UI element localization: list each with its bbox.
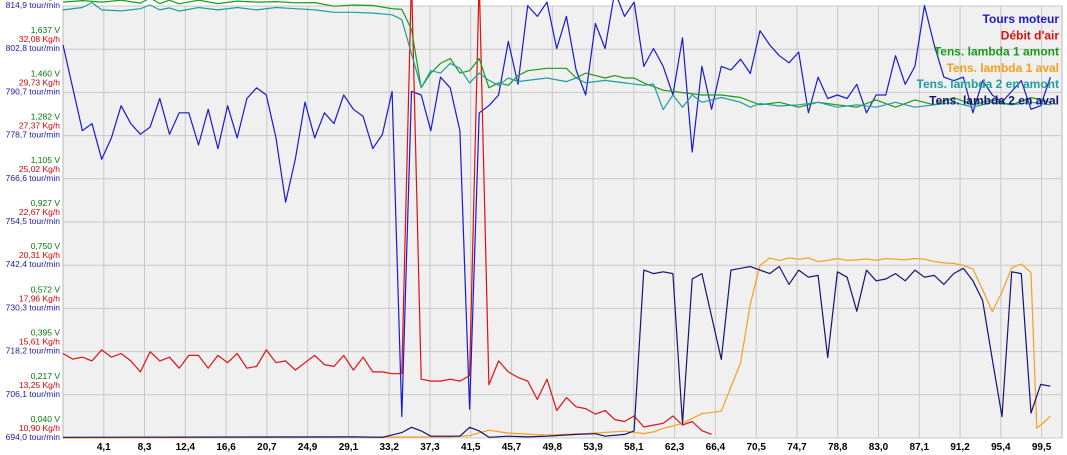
y-tick-label: 730,3 tour/min: [6, 302, 61, 312]
x-tick-label: 58,1: [624, 442, 644, 453]
x-tick-label: 78,8: [828, 442, 848, 453]
x-tick-label: 33,2: [379, 442, 399, 453]
x-tick-label: 99,5: [1032, 442, 1052, 453]
x-tick-label: 12,4: [176, 442, 196, 453]
x-tick-label: 83,0: [869, 442, 889, 453]
y-tick-label: 15,61 Kg/h: [19, 337, 60, 347]
y-tick-label: 0,927 V: [31, 198, 61, 208]
x-tick-label: 16,6: [216, 442, 236, 453]
series-lines: [62, 0, 1051, 439]
x-tick-label: 20,7: [257, 442, 277, 453]
x-axis-labels: 4,1 8,3 12,4 16,6 20,7 24,9 29,1 33,2 37,3 41,5 45…: [97, 442, 1052, 453]
y-tick-label: 778,7 tour/min: [6, 130, 61, 140]
y-tick-label: 29,73 Kg/h: [19, 77, 60, 87]
x-tick-label: 74,7: [787, 442, 807, 453]
y-tick-label: 0,572 V: [31, 284, 61, 294]
y-tick-label: 706,1 tour/min: [6, 389, 61, 399]
y-tick-label: 1,105 V: [31, 155, 61, 165]
y-tick-label: 0,395 V: [31, 328, 61, 338]
y-tick-label: 0,217 V: [31, 371, 61, 381]
legend-entry: Débit d'air: [1001, 28, 1060, 42]
y-tick-label: 17,96 Kg/h: [19, 293, 60, 303]
y-tick-label: 718,2 tour/min: [6, 346, 61, 356]
series-line-tens-lambda-1-aval: [62, 257, 1051, 439]
y-tick-label: 814,9 tour/min: [6, 0, 61, 10]
legend-entry: Tens. lambda 1 amont: [934, 45, 1059, 59]
x-tick-label: 87,1: [910, 442, 930, 453]
x-tick-label: 24,9: [298, 442, 318, 453]
y-tick-label: 694,0 tour/min: [6, 432, 61, 442]
legend-entry: Tens. lambda 2 en amont: [917, 77, 1059, 91]
legend-entry: Tens. lambda 1 aval: [947, 61, 1060, 75]
x-tick-label: 41,5: [461, 442, 481, 453]
y-tick-label: 1,637 V: [31, 25, 61, 35]
series-line-tours-moteur: [62, 0, 1051, 418]
x-tick-label: 29,1: [339, 442, 359, 453]
x-tick-label: 62,3: [665, 442, 685, 453]
gridlines: [63, 5, 1062, 439]
x-tick-label: 49,8: [543, 442, 563, 453]
legend-entry: Tens. lambda 2 en aval: [929, 94, 1059, 108]
y-tick-label: 802,8 tour/min: [6, 43, 61, 53]
y-tick-label: 10,90 Kg/h: [19, 423, 60, 433]
x-tick-label: 4,1: [97, 442, 111, 453]
y-tick-label: 1,460 V: [31, 68, 61, 78]
y-tick-label: 20,31 Kg/h: [19, 250, 60, 260]
series-line-tens-lambda-2-en-amont: [62, 1, 1051, 111]
x-tick-label: 66,4: [706, 442, 726, 453]
x-tick-label: 53,9: [583, 442, 603, 453]
y-tick-label: 0,750 V: [31, 241, 61, 251]
x-tick-label: 70,5: [746, 442, 766, 453]
series-line-d-bit-d-air: [62, 0, 712, 435]
x-tick-label: 95,4: [991, 442, 1011, 453]
y-tick-label: 1,282 V: [31, 112, 61, 122]
x-tick-label: 8,3: [138, 442, 152, 453]
y-tick-label: 766,6 tour/min: [6, 173, 61, 183]
y-tick-label: 754,5 tour/min: [6, 216, 61, 226]
y-tick-label: 742,4 tour/min: [6, 259, 61, 269]
y-tick-label: 790,7 tour/min: [6, 86, 61, 96]
x-tick-label: 45,7: [502, 442, 522, 453]
legend: Tours moteur Débit d'air Tens. lambda 1 am…: [917, 12, 1060, 108]
y-tick-label: 27,37 Kg/h: [19, 121, 60, 131]
series-line-tens-lambda-2-en-aval: [62, 265, 1051, 438]
legend-entry: Tours moteur: [983, 12, 1060, 26]
y-tick-label: 0,040 V: [31, 414, 61, 424]
y-tick-label: 13,25 Kg/h: [19, 380, 60, 390]
x-tick-label: 37,3: [420, 442, 440, 453]
x-tick-label: 91,2: [950, 442, 970, 453]
y-tick-label: 25,02 Kg/h: [19, 164, 60, 174]
y-tick-label: 34,43 Kg/h: [19, 0, 60, 1]
y-tick-label: 32,08 Kg/h: [19, 34, 60, 44]
y-tick-label: 22,67 Kg/h: [19, 207, 60, 217]
